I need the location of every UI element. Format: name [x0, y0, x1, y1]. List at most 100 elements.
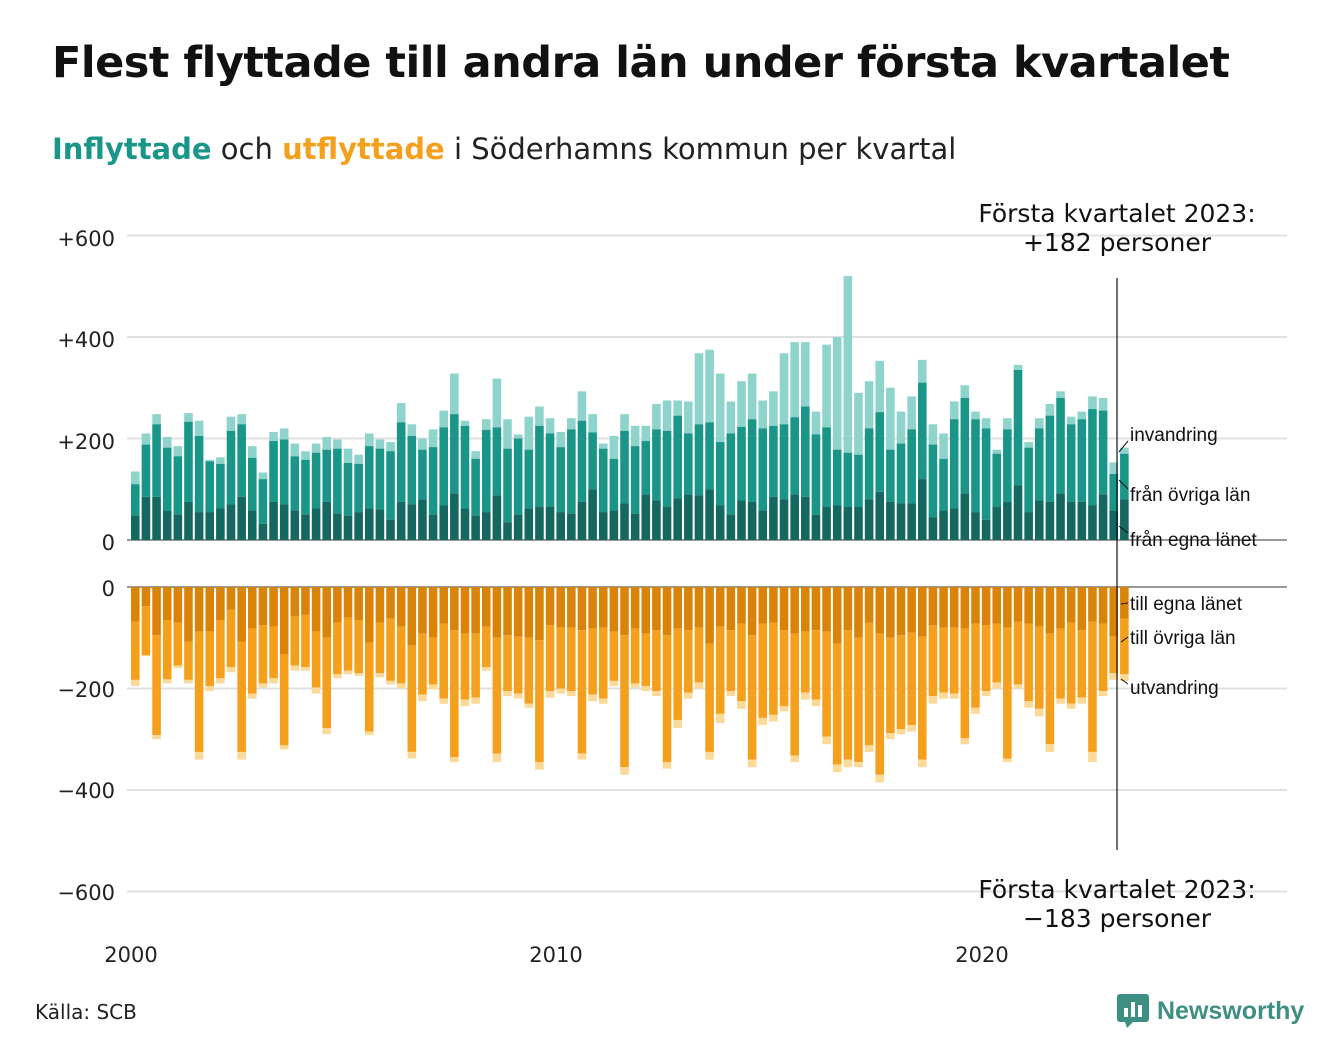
bar-in-own-county: [811, 514, 821, 540]
bar-out-own-county: [407, 587, 417, 646]
bar-out-other-counties: [1109, 636, 1119, 674]
bar-out-own-county: [1077, 587, 1087, 631]
bar-in-other-counties: [450, 414, 459, 494]
bar-in-other-counties: [162, 447, 172, 511]
bar-in-own-county: [992, 507, 1002, 540]
bar-out-other-counties: [886, 637, 895, 734]
bar-out-emigration: [152, 735, 161, 740]
bar-in-own-county: [917, 479, 927, 540]
bar-out-own-county: [333, 587, 342, 623]
y-tick-top-400: +400: [57, 328, 115, 352]
label-invandring: invandring: [1130, 425, 1218, 446]
grid-lines: [127, 234, 1287, 893]
bar-out-other-counties: [567, 627, 576, 692]
bar-out-own-county: [258, 587, 268, 626]
bar-out-emigration: [545, 691, 555, 698]
bar-out-other-counties: [492, 637, 502, 754]
bar-out-own-county: [1098, 587, 1108, 624]
bar-in-own-county: [141, 496, 151, 540]
bar-out-own-county: [694, 587, 704, 628]
bar-in-other-counties: [216, 463, 225, 509]
bar-in-own-county: [471, 515, 480, 540]
bar-out-own-county: [1066, 587, 1076, 623]
bar-in-immigration: [131, 471, 140, 485]
bar-in-immigration: [216, 457, 225, 464]
bar-out-own-county: [567, 587, 576, 628]
bar-out-own-county: [184, 587, 193, 642]
newsworthy-chart-icon: [1117, 994, 1149, 1028]
bar-in-own-county: [375, 509, 385, 540]
bar-out-own-county: [769, 587, 778, 623]
bar-out-emigration: [492, 753, 502, 763]
y-tick-top-600: +600: [57, 227, 115, 251]
bar-out-emigration: [928, 696, 938, 704]
bar-in-immigration: [864, 381, 874, 429]
bar-out-emigration: [939, 692, 948, 699]
bar-out-other-counties: [769, 622, 778, 715]
x-tick-2010: 2010: [529, 943, 582, 967]
bar-out-emigration: [407, 751, 417, 759]
bar-in-other-counties: [301, 459, 310, 515]
bar-out-emigration: [875, 774, 885, 783]
leader-invandring: [1118, 440, 1129, 453]
bar-in-immigration: [598, 443, 608, 449]
bar-out-emigration: [247, 693, 257, 699]
bar-out-emigration: [162, 679, 172, 684]
bar-in-immigration: [237, 414, 246, 425]
bar-in-other-counties: [864, 428, 874, 500]
bar-in-other-counties: [535, 425, 544, 508]
bar-out-emigration: [396, 683, 406, 689]
bar-in-other-counties: [630, 446, 640, 514]
bar-in-own-county: [439, 505, 449, 540]
bar-out-emigration: [822, 736, 831, 745]
bar-in-other-counties: [662, 430, 672, 508]
bar-in-own-county: [790, 494, 799, 540]
bar-out-own-county: [226, 587, 236, 610]
bar-in-own-county: [513, 514, 523, 540]
bar-out-emigration: [333, 674, 342, 679]
bar-in-own-county: [428, 514, 438, 540]
bar-out-other-counties: [524, 637, 534, 704]
bars: [131, 276, 1129, 783]
bar-in-other-counties: [832, 449, 842, 506]
bar-in-other-counties: [354, 463, 363, 513]
bar-in-immigration: [811, 411, 821, 435]
bar-in-own-county: [237, 496, 246, 540]
bar-in-immigration: [152, 414, 161, 425]
bar-out-other-counties: [364, 642, 374, 732]
bar-in-immigration: [492, 378, 502, 428]
bar-out-other-counties: [545, 625, 555, 692]
bar-out-other-counties: [396, 626, 406, 684]
bar-out-own-county: [832, 587, 842, 644]
bar-in-immigration: [386, 442, 395, 452]
bar-in-own-county: [652, 500, 661, 540]
bar-out-other-counties: [290, 616, 300, 666]
bar-in-other-counties: [524, 449, 534, 509]
bar-out-own-county: [917, 587, 927, 637]
bar-out-other-counties: [481, 626, 491, 668]
bar-out-emigration: [1013, 684, 1023, 689]
bar-in-own-county: [492, 495, 502, 540]
bar-in-own-county: [662, 507, 672, 540]
bar-in-immigration: [450, 373, 459, 415]
bar-out-own-county: [237, 587, 246, 642]
bar-out-own-county: [311, 587, 321, 632]
bar-in-other-counties: [131, 484, 140, 516]
bar-out-other-counties: [428, 637, 438, 685]
bar-out-other-counties: [471, 633, 480, 698]
bar-out-emigration: [577, 753, 587, 760]
bar-in-immigration: [641, 425, 651, 442]
bar-in-own-county: [864, 499, 874, 540]
newsworthy-logo[interactable]: Newsworthy: [1117, 994, 1304, 1028]
bar-out-other-counties: [386, 618, 395, 681]
bar-in-other-counties: [652, 429, 661, 501]
bar-in-immigration: [333, 439, 342, 449]
bar-in-own-county: [854, 507, 863, 540]
bar-out-emigration: [896, 729, 906, 735]
bar-in-own-county: [1077, 501, 1087, 540]
bar-out-other-counties: [875, 633, 885, 775]
bar-out-emigration: [630, 683, 640, 688]
bar-in-own-county: [949, 508, 959, 540]
bar-in-other-counties: [854, 454, 863, 508]
bar-out-own-county: [609, 587, 619, 632]
